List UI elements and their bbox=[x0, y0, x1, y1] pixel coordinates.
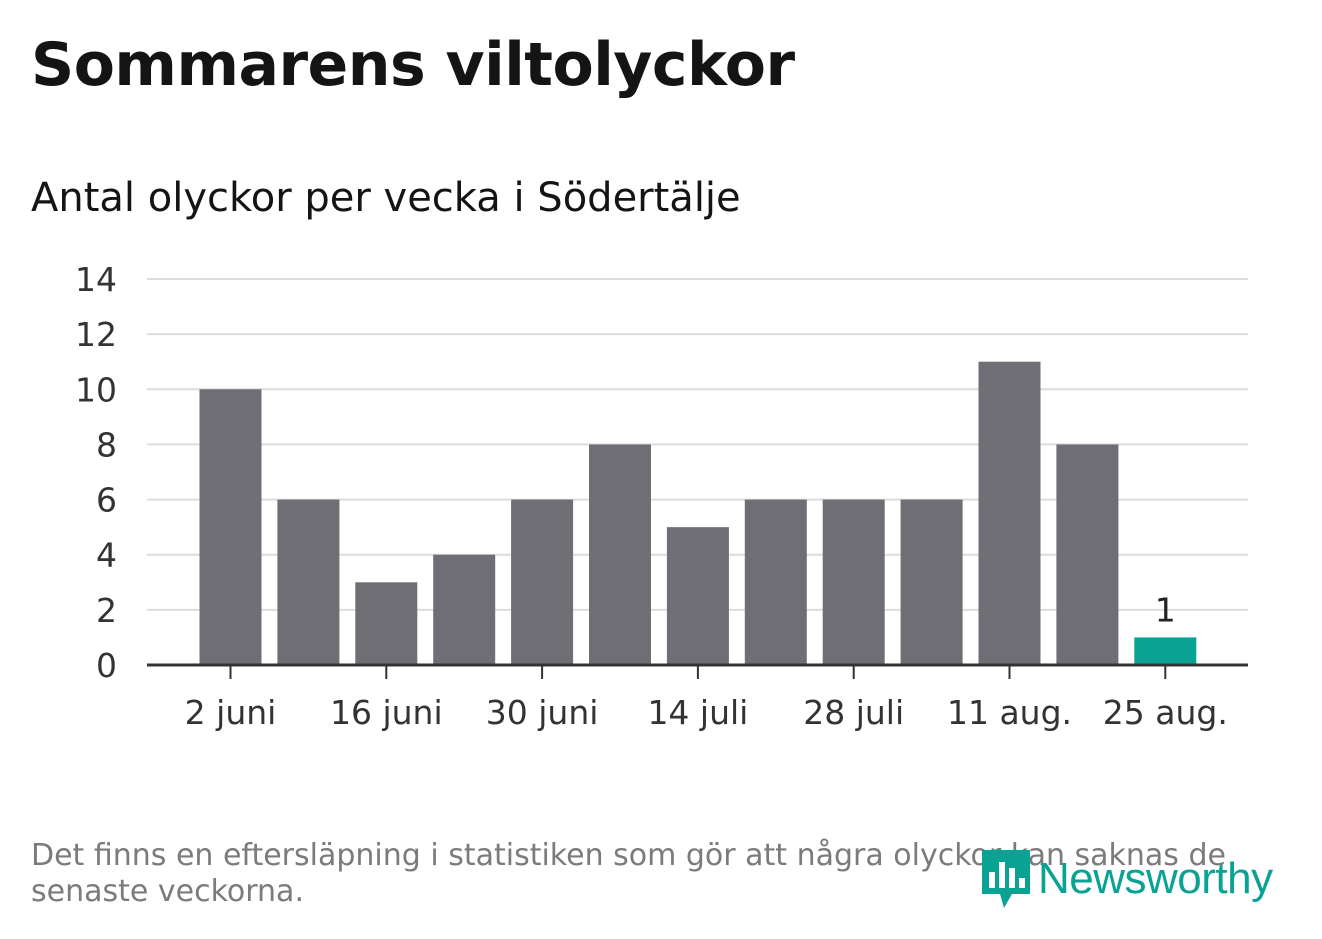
bar bbox=[900, 499, 963, 665]
x-tick-label: 30 juni bbox=[486, 693, 599, 732]
y-tick-label: 12 bbox=[75, 315, 117, 354]
y-tick-label: 8 bbox=[96, 425, 117, 464]
chart-subtitle: Antal olyckor per vecka i Södertälje bbox=[31, 175, 741, 221]
bar bbox=[199, 389, 262, 665]
y-tick-label: 2 bbox=[96, 591, 117, 630]
y-tick-label: 4 bbox=[96, 536, 117, 575]
brand-logo[interactable]: Newsworthy bbox=[980, 848, 1273, 910]
bar bbox=[355, 582, 418, 665]
x-tick-label: 28 juli bbox=[803, 693, 904, 732]
y-tick-label: 6 bbox=[96, 481, 117, 520]
y-tick-label: 10 bbox=[75, 370, 117, 409]
brand-name: Newsworthy bbox=[1038, 854, 1273, 903]
bar bbox=[589, 444, 651, 665]
bar bbox=[744, 499, 807, 665]
data-label: 1 bbox=[1155, 590, 1176, 629]
bar-chart: 0 2 4 6 8 10 12 14 1 2 juni 16 juni 30 juni 14 juli 2… bbox=[75, 260, 1248, 732]
y-tick-label: 14 bbox=[75, 260, 117, 299]
x-tick-label: 25 aug. bbox=[1103, 693, 1228, 732]
x-tick-label: 2 juni bbox=[185, 693, 277, 732]
bar bbox=[277, 499, 340, 665]
bar bbox=[1134, 637, 1197, 665]
x-tick-label: 11 aug. bbox=[947, 693, 1072, 732]
chart-title: Sommarens viltolyckor bbox=[31, 30, 795, 100]
bar bbox=[978, 361, 1041, 665]
bar bbox=[822, 499, 885, 665]
bar bbox=[1056, 444, 1119, 665]
x-tick-label: 14 juli bbox=[647, 693, 748, 732]
newsworthy-logo-icon bbox=[982, 850, 1030, 908]
x-tick-label: 16 juni bbox=[330, 693, 443, 732]
bar bbox=[511, 499, 574, 665]
y-tick-label: 0 bbox=[96, 646, 117, 685]
bar bbox=[666, 527, 729, 665]
bar bbox=[433, 554, 496, 665]
